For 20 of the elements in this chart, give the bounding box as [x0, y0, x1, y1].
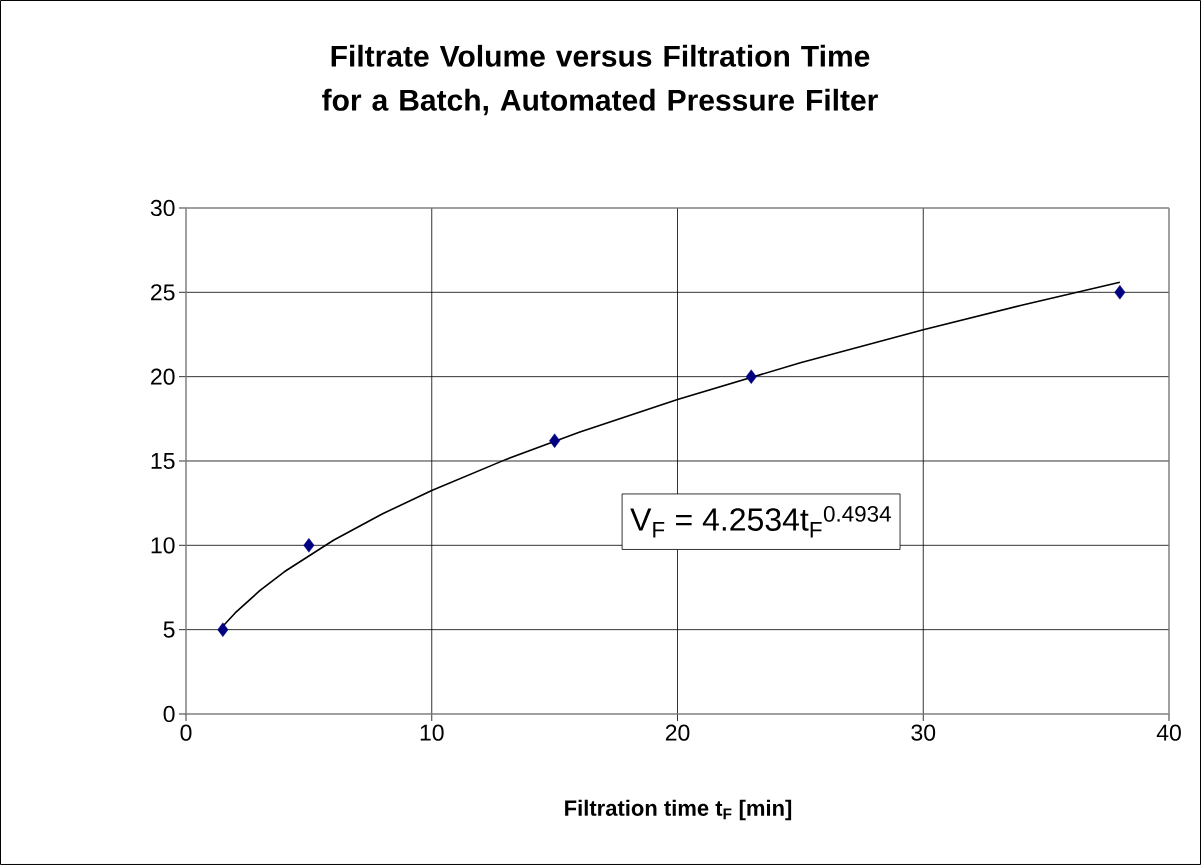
x-tick-label: 40: [1156, 724, 1181, 741]
x-axis-title: Filtration time t$_{F}$ [min]: [565, 799, 792, 821]
point: [1114, 285, 1126, 300]
x-tick-label: 30: [911, 724, 936, 741]
x-tick-label: 0: [180, 724, 192, 741]
point: [549, 433, 561, 448]
y-tick-label: 15: [151, 452, 175, 469]
y-tick-label: 10: [151, 537, 175, 554]
y-tick-label: 30: [150, 199, 175, 217]
y-tick-label: 5: [163, 621, 175, 638]
annotation: V$_{F}$ = 4.2534t$_{F}$0.4934: [630, 505, 891, 538]
y-tick-label: 20: [151, 368, 175, 385]
point: [303, 538, 315, 553]
chart-title: Filtrate Volume versus Filtration Time for a Batch, Automated Pressure Filter: [322, 44, 878, 116]
point: [217, 622, 229, 637]
x-tick-label: 20: [665, 724, 690, 741]
point: [745, 369, 757, 384]
y-tick-label: 25: [151, 284, 175, 301]
y-tick-label: 0: [163, 705, 175, 723]
x-tick-label: 10: [420, 724, 444, 741]
